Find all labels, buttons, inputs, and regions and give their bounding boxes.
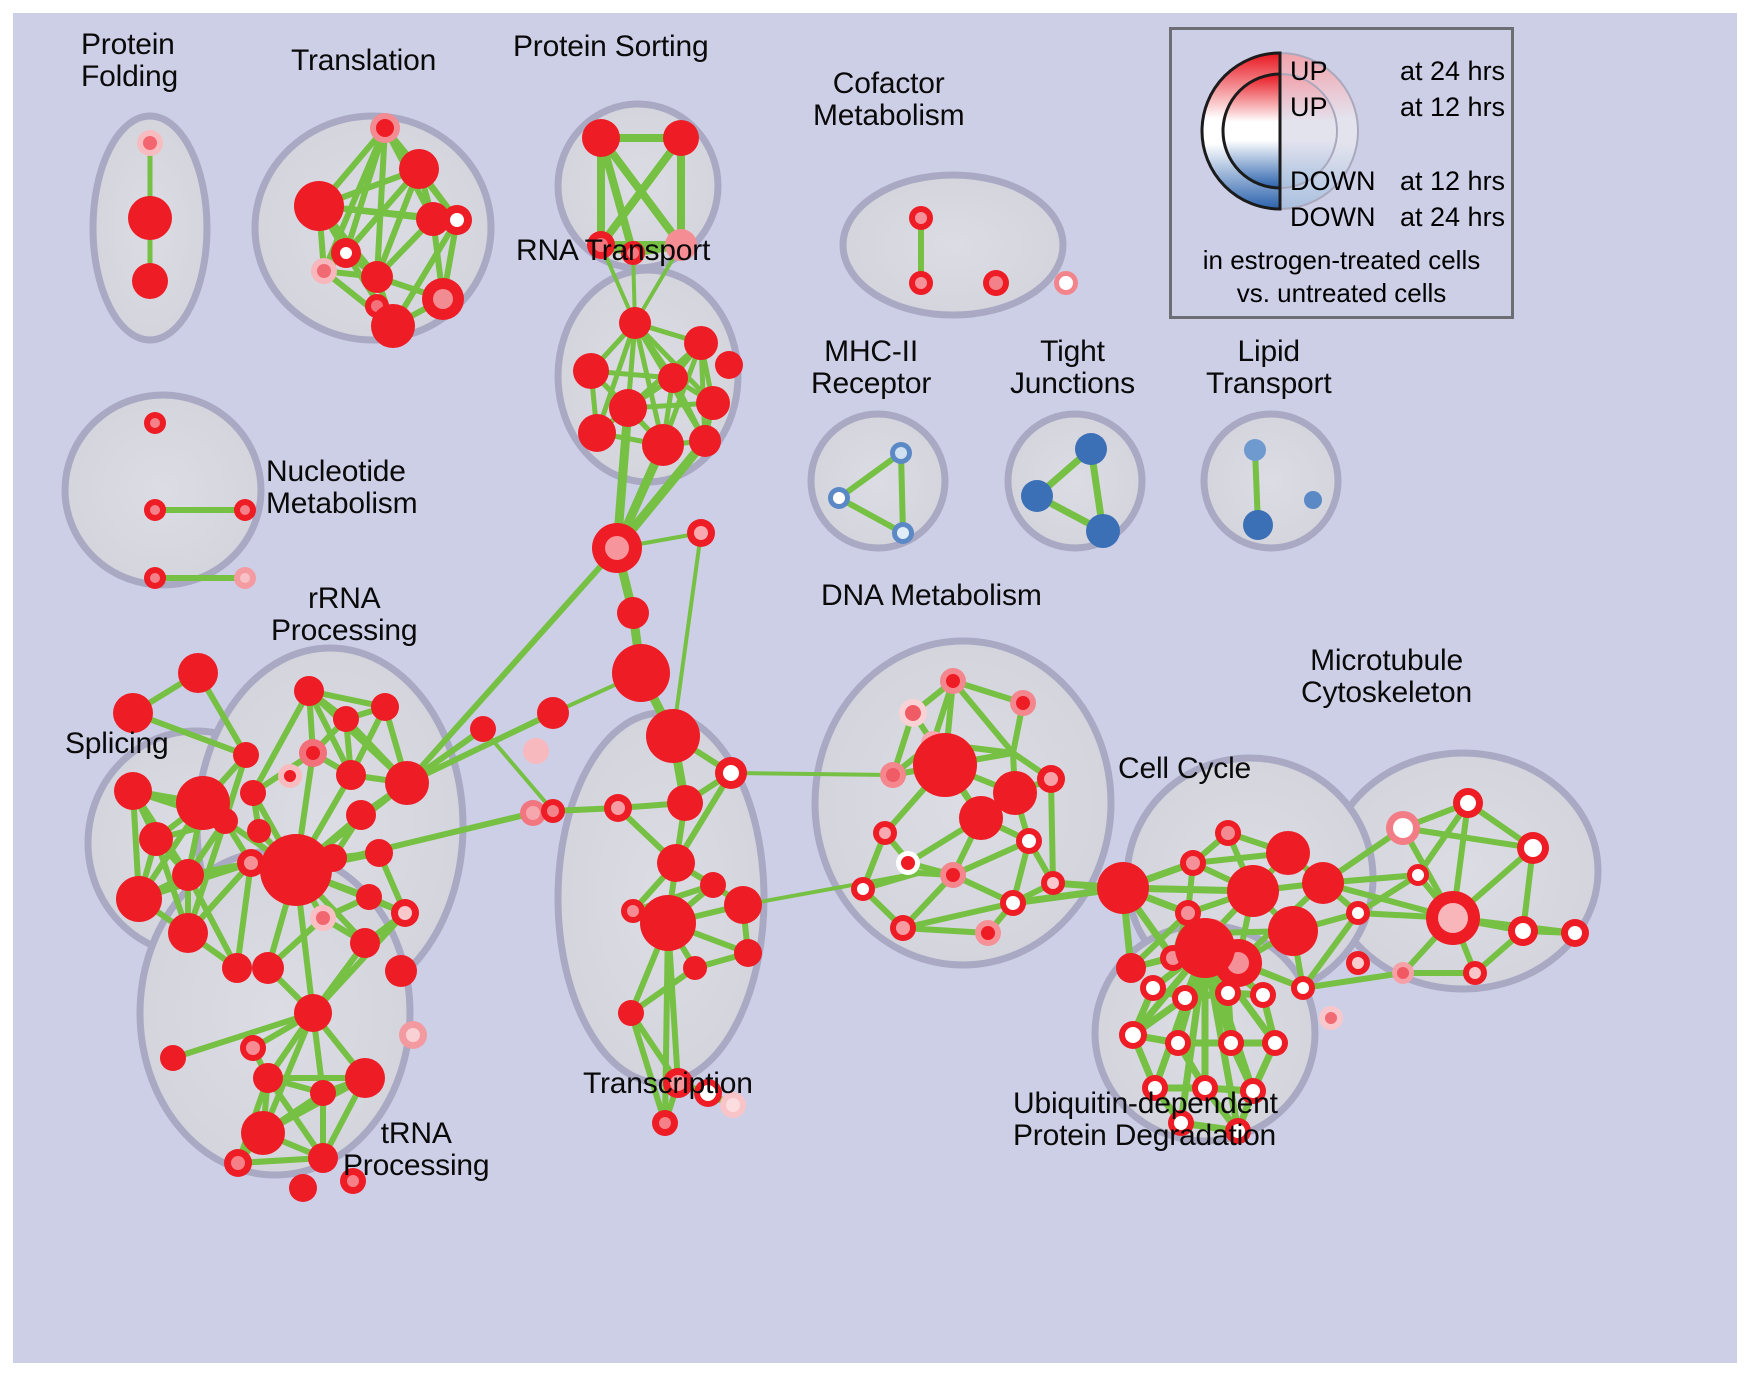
node-group-nucleotide-metabolism <box>144 412 256 589</box>
node-group-mhc-ii-receptor <box>828 442 914 544</box>
cluster-label-mhc-ii-receptor: MHC-II Receptor <box>811 335 932 400</box>
cluster-label-transcription: Transcription <box>583 1067 753 1100</box>
node-group-lipid-transport <box>1243 439 1322 540</box>
legend-state-2: DOWN <box>1290 166 1376 196</box>
node-group-protein-folding <box>128 130 172 299</box>
node-group-cofactor-metabolism <box>909 206 1078 296</box>
cluster-label-nucleotide-metabolism: Nucleotide Metabolism <box>266 455 418 520</box>
node-group-transcription <box>541 757 762 1136</box>
legend-time-2: at 12 hrs <box>1400 166 1506 196</box>
network-nodes[interactable] <box>113 113 1589 1202</box>
cluster-label-dna-metabolism: DNA Metabolism <box>821 579 1042 612</box>
node-group-rna-transport <box>470 307 743 826</box>
cluster-label-rrna-processing: rRNA Processing <box>271 582 418 647</box>
cluster-label-protein-folding: Protein Folding <box>81 28 178 93</box>
node-group-rrna-processing <box>252 676 429 1049</box>
cluster-label-cofactor-metabolism: Cofactor Metabolism <box>813 67 965 132</box>
hull-cofactor-metabolism <box>839 171 1067 319</box>
cluster-label-tight-junctions: Tight Junctions <box>1010 335 1135 400</box>
cluster-label-splicing: Splicing <box>65 727 169 760</box>
legend-state-0: UP <box>1290 56 1328 86</box>
legend-footer-line2: vs. untreated cells <box>1236 278 1447 308</box>
cluster-label-translation: Translation <box>291 44 437 77</box>
legend-state-1: UP <box>1290 92 1328 122</box>
cluster-label-ubiquitin: Ubiquitin-dependent Protein Degradation <box>1013 1087 1278 1152</box>
cluster-label-trna-processing: tRNA Processing <box>343 1117 490 1182</box>
edges-mhc <box>836 450 906 536</box>
hull-lipid-transport <box>1200 410 1342 552</box>
node-group-translation <box>294 113 472 348</box>
node-group-ubiquitin <box>1119 975 1288 1144</box>
cluster-label-lipid-transport: Lipid Transport <box>1206 335 1332 400</box>
legend-panel: UP at 24 hrs UP at 12 hrs DOWN at 12 hrs… <box>1169 27 1514 319</box>
node-group-protein-sorting <box>582 119 699 265</box>
legend-time-1: at 12 hrs <box>1400 92 1506 122</box>
hull-mhc-ii-receptor <box>807 410 949 552</box>
legend-time-0: at 24 hrs <box>1400 56 1506 86</box>
cluster-label-protein-sorting: Protein Sorting <box>513 30 709 63</box>
node-group-tight-junctions <box>1021 433 1120 548</box>
cluster-label-rna-transport: RNA Transport <box>516 234 711 267</box>
node-group-microtubule <box>1386 788 1589 985</box>
legend-ring-diagram <box>1200 51 1359 211</box>
node-group-dna-metabolism <box>851 668 1149 983</box>
legend-footer-line1: in estrogen-treated cells <box>1202 245 1481 275</box>
legend-state-3: DOWN <box>1290 202 1376 232</box>
network-canvas: Protein Folding Translation Protein Sort… <box>13 13 1737 1363</box>
edges-nucleotide <box>152 507 248 581</box>
edges-long-connectors <box>481 727 920 907</box>
cluster-label-cell-cycle: Cell Cycle <box>1118 752 1252 785</box>
node-group-trna-processing <box>224 1035 385 1202</box>
node-group-cell-cycle <box>1160 820 1370 1030</box>
hull-tight-junctions <box>1004 410 1146 552</box>
network-svg <box>61 100 1602 1202</box>
legend-time-3: at 24 hrs <box>1400 202 1506 232</box>
cluster-label-microtubule: Microtubule Cytoskeleton <box>1301 644 1473 709</box>
node-group-splicing <box>113 653 271 1071</box>
